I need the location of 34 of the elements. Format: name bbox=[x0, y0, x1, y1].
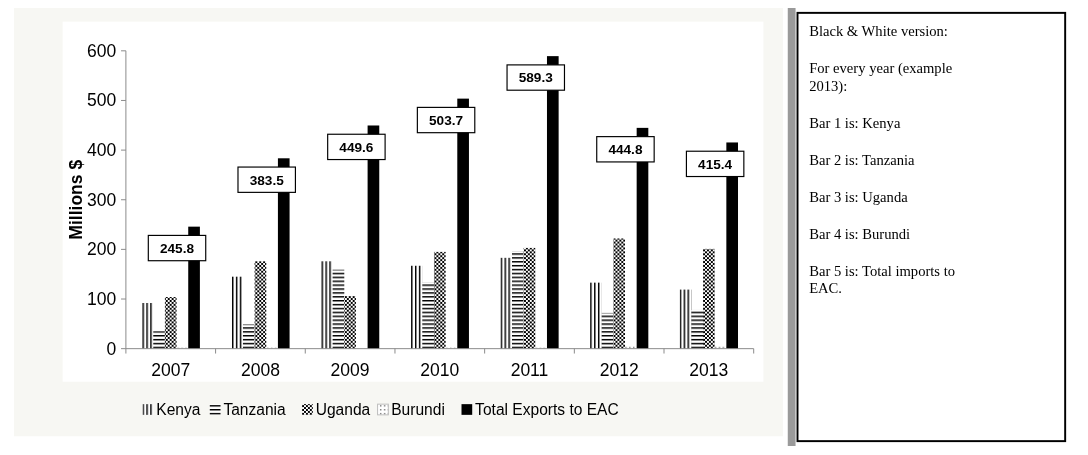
x-tick-label: 2009 bbox=[330, 359, 370, 380]
text: For every year (example 2013): bbox=[809, 60, 953, 95]
y-tick-label: 500 bbox=[86, 90, 117, 111]
x-tick-label: 2011 bbox=[510, 359, 549, 380]
y-tick-label: 400 bbox=[86, 139, 117, 160]
x-tick-label: 2012 bbox=[599, 359, 639, 380]
y-tick-label: 300 bbox=[86, 189, 117, 210]
text: Bar 3 is: Uganda bbox=[809, 188, 909, 205]
text: Bar 1 is: Kenya bbox=[809, 114, 901, 131]
legend-label: Kenya bbox=[156, 400, 201, 418]
legend-label: Tanzania bbox=[223, 400, 287, 418]
data-label: 503.7 bbox=[429, 112, 464, 128]
data-label: 415.4 bbox=[698, 156, 733, 172]
x-tick-label: 2013 bbox=[689, 359, 729, 380]
y-tick-label: 600 bbox=[86, 40, 117, 61]
text: Black & White version: bbox=[809, 23, 948, 40]
text: Bar 5 is: Total imports to EAC. bbox=[809, 262, 956, 297]
y-tick-label: 100 bbox=[86, 288, 117, 309]
y-tick-label: 0 bbox=[106, 338, 117, 359]
legend-label: Uganda bbox=[315, 400, 371, 418]
legend-label: Total Exports to EAC bbox=[475, 400, 619, 418]
x-tick-label: 2010 bbox=[420, 359, 460, 380]
text: Bar 2 is: Tanzania bbox=[809, 151, 915, 168]
y-tick-label: 200 bbox=[86, 239, 117, 260]
y-axis-title: Millions $ bbox=[66, 159, 87, 240]
legend-label: Burundi bbox=[391, 400, 445, 418]
data-label: 383.5 bbox=[249, 172, 285, 188]
data-label: 449.6 bbox=[339, 139, 374, 155]
data-label: 444.8 bbox=[608, 142, 643, 158]
data-label: 589.3 bbox=[518, 70, 554, 86]
text: Bar 4 is: Burundi bbox=[809, 225, 911, 242]
x-tick-label: 2008 bbox=[240, 359, 280, 380]
data-label: 245.8 bbox=[159, 240, 195, 256]
x-tick-label: 2007 bbox=[151, 359, 191, 380]
